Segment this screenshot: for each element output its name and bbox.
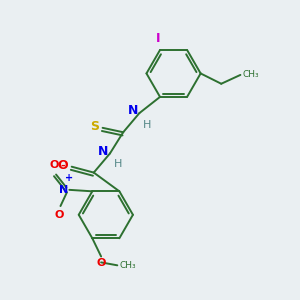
- Text: I: I: [156, 32, 161, 45]
- Text: H: H: [114, 159, 122, 169]
- Text: O: O: [54, 210, 64, 220]
- Text: S: S: [90, 120, 99, 133]
- Text: N: N: [128, 104, 138, 117]
- Text: -: -: [60, 161, 65, 171]
- Text: N: N: [98, 146, 109, 158]
- Text: O: O: [58, 159, 68, 172]
- Text: +: +: [65, 173, 74, 183]
- Text: CH₃: CH₃: [243, 70, 260, 80]
- Text: N: N: [58, 185, 68, 195]
- Text: O: O: [96, 258, 106, 268]
- Text: CH₃: CH₃: [120, 261, 136, 270]
- Text: O: O: [50, 160, 59, 170]
- Text: H: H: [142, 120, 151, 130]
